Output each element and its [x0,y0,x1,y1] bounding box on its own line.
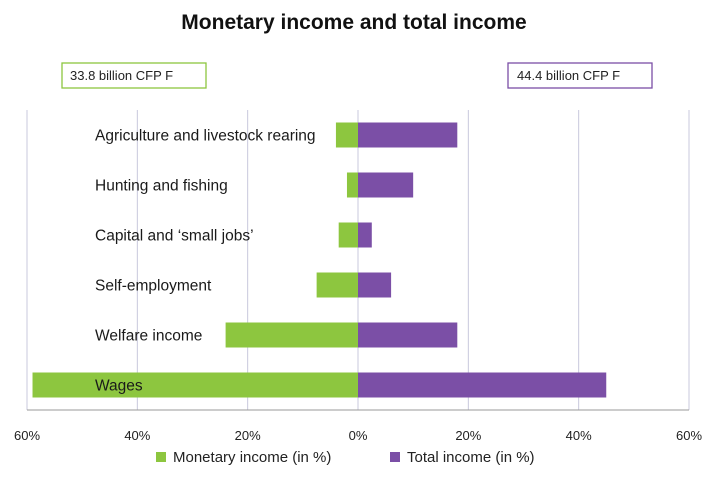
annotation-left: 33.8 billion CFP F [61,62,207,89]
bar-total-hunting-and-fishing [358,172,414,198]
legend-label-total: Total income (in %) [407,449,535,466]
category-label-capital-and-small-jobs: Capital and ‘small jobs’ [95,228,254,245]
annotation-right-text: 44.4 billion CFP F [517,68,620,83]
bar-monetary-agriculture-and-livestock-rearing [335,122,358,148]
x-tick-label: 20% [455,428,481,443]
bar-total-wages [358,372,607,398]
legend-label-monetary: Monetary income (in %) [173,449,331,466]
annotation-left-box [61,62,207,89]
x-tick-label: 60% [676,428,702,443]
bar-monetary-self-employment [316,272,358,298]
x-tick-label: 20% [235,428,261,443]
x-tick-label: 40% [124,428,150,443]
legend-swatch-monetary [156,452,166,462]
gridlines [26,110,690,411]
annotation-right: 44.4 billion CFP F [507,62,653,89]
bar-total-self-employment [358,272,392,298]
chart-title: Monetary income and total income [181,11,526,34]
category-label-hunting-and-fishing: Hunting and fishing [95,178,228,195]
category-label-wages: Wages [95,378,143,395]
x-tick-label: 0% [349,428,368,443]
bar-monetary-wages [32,372,359,398]
annotation-left-text: 33.8 billion CFP F [70,68,173,83]
category-label-agriculture-and-livestock-rearing: Agriculture and livestock rearing [95,128,316,145]
bar-total-capital-and-small-jobs [358,222,372,248]
bar-monetary-capital-and-small-jobs [338,222,358,248]
x-axis-tick-labels: 60% 40% 20% 0% 20% 40% 60% [14,428,702,443]
bar-monetary-hunting-and-fishing [346,172,358,198]
bars [32,122,607,398]
bar-total-agriculture-and-livestock-rearing [358,122,458,148]
category-label-welfare-income: Welfare income [95,328,202,345]
category-label-self-employment: Self-employment [95,278,212,295]
annotation-right-box [507,62,653,89]
x-tick-label: 60% [14,428,40,443]
x-tick-label: 40% [566,428,592,443]
bar-monetary-welfare-income [225,322,358,348]
category-labels: Agriculture and livestock rearing Hunting… [95,128,316,395]
legend: Monetary income (in %) Total income (in … [156,449,535,466]
bar-total-welfare-income [358,322,458,348]
legend-swatch-total [390,452,400,462]
